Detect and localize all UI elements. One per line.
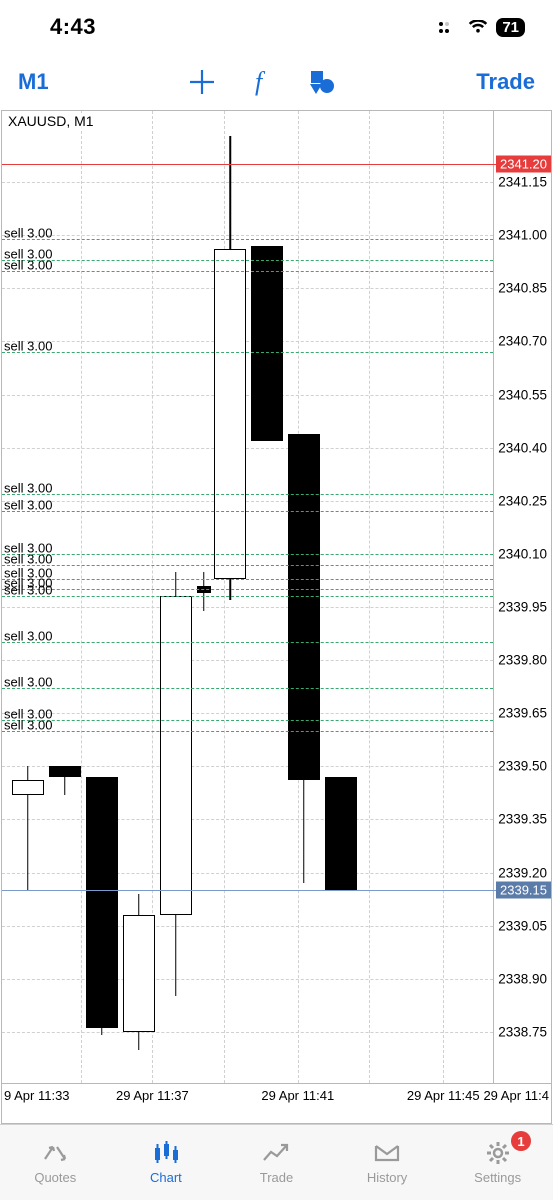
chart-area[interactable]: XAUUSD, M1 2341.152341.002340.852340.702… [1,110,552,1124]
sell-order-line [2,589,493,590]
tab-label: Quotes [34,1170,76,1185]
y-tick-label: 2341.00 [498,228,547,243]
candle-body [214,249,246,578]
tab-trade[interactable]: Trade [221,1125,332,1200]
y-tick-label: 2340.10 [498,546,547,561]
tab-label: Settings [474,1170,521,1185]
sell-order-line [2,579,493,580]
y-tick-label: 2340.70 [498,334,547,349]
tab-label: Trade [260,1170,293,1185]
candle-body [325,777,357,890]
y-tick-label: 2340.40 [498,440,547,455]
wifi-icon [468,20,488,34]
sell-order-label: sell 3.00 [4,339,52,354]
battery-level: 71 [496,18,525,37]
y-tick-label: 2339.65 [498,706,547,721]
y-tick-label: 2340.85 [498,281,547,296]
x-tick-label: 29 Apr 11:45 [407,1088,480,1103]
settings-badge: 1 [511,1131,531,1151]
tab-history[interactable]: History [332,1125,443,1200]
tab-chart[interactable]: Chart [111,1125,222,1200]
sell-order-label: sell 3.00 [4,583,52,598]
sell-order-line [2,731,493,732]
y-tick-label: 2339.35 [498,812,547,827]
sell-order-line [2,688,493,689]
sell-order-line [2,352,493,353]
trade-icon [261,1140,291,1166]
x-tick-label: 29 Apr 11:41 [261,1088,334,1103]
price-badge: 2339.15 [496,882,551,899]
sell-order-line [2,565,493,566]
sell-order-label: sell 3.00 [4,498,52,513]
sell-order-line [2,720,493,721]
status-bar: 4:43 71 [0,0,553,54]
timeframe-button[interactable]: M1 [18,69,49,95]
tab-bar: Quotes Chart Trade History Settings 1 [0,1124,553,1200]
status-indicators: 71 [438,18,525,37]
sell-order-line [2,494,493,495]
y-tick-label: 2339.05 [498,918,547,933]
y-tick-label: 2340.25 [498,493,547,508]
sell-order-label: sell 3.00 [4,551,52,566]
trade-button[interactable]: Trade [476,69,535,95]
y-tick-label: 2339.20 [498,865,547,880]
candle-body [86,777,118,1028]
tab-settings[interactable]: Settings 1 [442,1125,553,1200]
crosshair-icon[interactable] [188,68,216,96]
price-line [2,164,551,165]
sell-order-line [2,260,493,261]
y-tick-label: 2339.80 [498,653,547,668]
shapes-icon[interactable] [308,68,336,96]
sell-order-label: sell 3.00 [4,257,52,272]
chart-title: XAUUSD, M1 [6,113,96,129]
sell-order-line [2,554,493,555]
sell-order-line [2,239,493,240]
price-line [2,890,551,891]
x-tick-label: 29 Apr 11:4 [483,1088,549,1103]
gear-icon [483,1140,513,1166]
function-icon[interactable]: f [248,68,276,96]
y-tick-label: 2339.95 [498,600,547,615]
toolbar: M1 f Trade [0,54,553,110]
sell-order-line [2,511,493,512]
signal-icon [438,20,460,34]
candle-body [160,596,192,915]
sell-order-line [2,596,493,597]
y-tick-label: 2338.90 [498,971,547,986]
status-time: 4:43 [50,14,96,40]
y-axis: 2341.15 2341.00 2340.85 2340.70 2340.55 2340.… [493,111,551,1083]
chart-icon [151,1140,181,1166]
sell-order-label: sell 3.00 [4,225,52,240]
price-badge: 2341.20 [496,156,551,173]
tab-label: Chart [150,1170,182,1185]
candle-body [251,246,283,441]
history-icon [372,1140,402,1166]
x-tick-label: 29 Apr 11:37 [116,1088,189,1103]
sell-order-line [2,642,493,643]
sell-order-label: sell 3.00 [4,675,52,690]
candle-body [49,766,81,777]
sell-order-line [2,271,493,272]
y-tick-label: 2340.55 [498,387,547,402]
sell-order-label: sell 3.00 [4,629,52,644]
x-tick-label: 9 Apr 11:33 [4,1088,70,1103]
x-axis: 9 Apr 11:33 29 Apr 11:37 29 Apr 11:41 29 Ap… [2,1083,551,1123]
y-tick-label: 2339.50 [498,759,547,774]
tab-quotes[interactable]: Quotes [0,1125,111,1200]
y-tick-label: 2338.75 [498,1024,547,1039]
sell-order-label: sell 3.00 [4,717,52,732]
y-tick-label: 2341.15 [498,175,547,190]
sell-order-label: sell 3.00 [4,480,52,495]
candle-body [288,434,320,781]
candle-body [12,780,44,794]
quotes-icon [40,1140,70,1166]
tab-label: History [367,1170,407,1185]
svg-text:f: f [255,68,266,96]
candle-body [123,915,155,1032]
